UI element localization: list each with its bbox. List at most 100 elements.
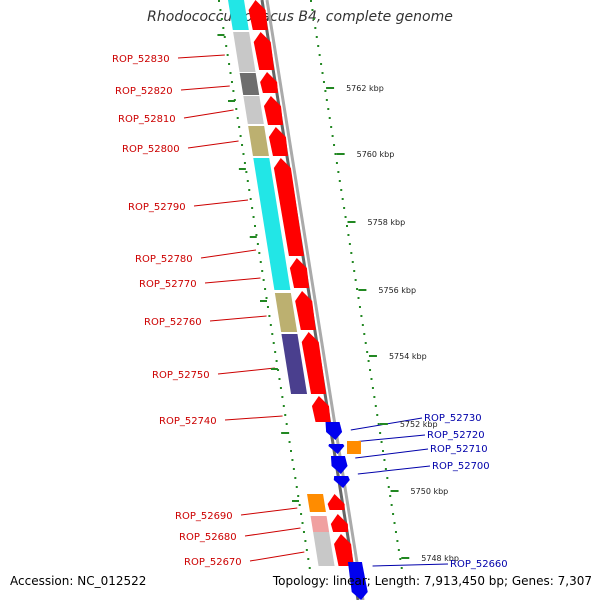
track-dot [380, 441, 383, 443]
kbp-label: 5760 kbp [357, 150, 395, 159]
track-dot [331, 135, 334, 137]
scale-tick [401, 557, 410, 559]
forward-gene-arrow [330, 514, 349, 532]
gene-label-right: ROP_52730 [424, 413, 482, 424]
track-dot [318, 54, 321, 56]
track-dot [278, 378, 281, 380]
track-dot [371, 387, 374, 389]
track-dot [377, 423, 380, 425]
track-dot [379, 432, 382, 434]
dotted-tracks [218, 0, 403, 569]
reverse-gene-arrow [330, 456, 348, 474]
track-dot [366, 351, 369, 353]
track-dot [271, 333, 274, 335]
track-dot [394, 531, 397, 533]
scale-tick [358, 289, 367, 291]
track-dot [373, 396, 376, 398]
track-dot [298, 504, 301, 506]
track-dot [384, 468, 387, 470]
track-dot [369, 369, 372, 371]
gene-label-right: ROP_52660 [450, 559, 508, 570]
gene-label-right: ROP_52710 [430, 444, 488, 455]
track-dot [393, 522, 396, 524]
track-dot [396, 540, 399, 542]
track-dot [327, 108, 330, 110]
kbp-label: 5756 kbp [378, 286, 416, 295]
kbp-label: 5762 kbp [346, 84, 384, 93]
leader-line [183, 109, 234, 119]
track-dot [392, 513, 395, 515]
gene-block [248, 126, 269, 156]
leader-line [209, 315, 267, 322]
track-dot [258, 252, 261, 254]
gene-label-left: ROP_52760 [144, 317, 202, 328]
gene-label-left: ROP_52820 [115, 86, 173, 97]
track-dot [274, 351, 277, 353]
gene-label-right: ROP_52720 [427, 430, 485, 441]
kbp-label: 5754 kbp [389, 352, 427, 361]
track-dot [305, 549, 308, 551]
track-dot [311, 9, 314, 11]
forward-gene-arrow [263, 96, 283, 125]
scale-tick [379, 423, 388, 425]
track-dot [370, 378, 373, 380]
track-dot [387, 486, 390, 488]
kbp-label: 5758 kbp [368, 218, 406, 227]
forward-gene-arrow [268, 127, 288, 156]
track-dot [301, 522, 304, 524]
track-dot [245, 171, 248, 173]
forward-gene-arrow [327, 494, 345, 510]
track-dot [261, 270, 264, 272]
track-dot [246, 180, 249, 182]
track-dot [374, 405, 377, 407]
forward-gene-arrow [311, 396, 331, 422]
gene-label-left: ROP_52770 [139, 279, 197, 290]
forward-gene-arrow [253, 32, 275, 70]
leader-line [177, 54, 225, 59]
scale-tick [336, 153, 345, 155]
track-dot [292, 468, 295, 470]
gene-block [243, 96, 264, 124]
track-dot [259, 261, 262, 263]
track-dot [308, 567, 311, 569]
track-dot [235, 108, 238, 110]
scale-tick [260, 300, 267, 302]
track-dot [400, 567, 403, 569]
track-dot [390, 504, 393, 506]
track-dot [343, 207, 346, 209]
track-dot [315, 36, 318, 38]
track-dot [243, 162, 246, 164]
gene-label-left: ROP_52690 [175, 511, 233, 522]
scale-tick [249, 236, 257, 238]
track-dot [218, 0, 220, 2]
track-dot [358, 306, 361, 308]
track-dot [399, 558, 402, 560]
gene-block [307, 494, 326, 512]
track-dot [249, 198, 252, 200]
leader-line [249, 551, 305, 562]
track-dot [337, 171, 340, 173]
track-dot [272, 342, 275, 344]
leader-line [193, 199, 249, 207]
reverse-gene-arrow [333, 476, 350, 488]
track-dot [285, 423, 288, 425]
forward-gene-arrow [260, 72, 278, 93]
leader-line [217, 367, 275, 375]
track-dot [241, 144, 244, 146]
track-dot [223, 36, 226, 38]
leader-line [240, 507, 298, 516]
track-dot [341, 198, 344, 200]
track-dot [322, 81, 325, 83]
track-dot [354, 279, 357, 281]
scale-tick [217, 34, 225, 36]
gene-block [313, 532, 335, 566]
track-dot [325, 99, 328, 101]
track-dot [255, 234, 258, 236]
genome-title: Rhodococcus opacus B4, complete genome [147, 9, 453, 25]
forward-gene-arrow [273, 158, 304, 256]
track-dot [357, 297, 360, 299]
leader-line [357, 465, 431, 475]
track-dot [242, 153, 245, 155]
accession-text: Accession: NC_012522 [10, 574, 147, 588]
track-dot [310, 0, 312, 2]
